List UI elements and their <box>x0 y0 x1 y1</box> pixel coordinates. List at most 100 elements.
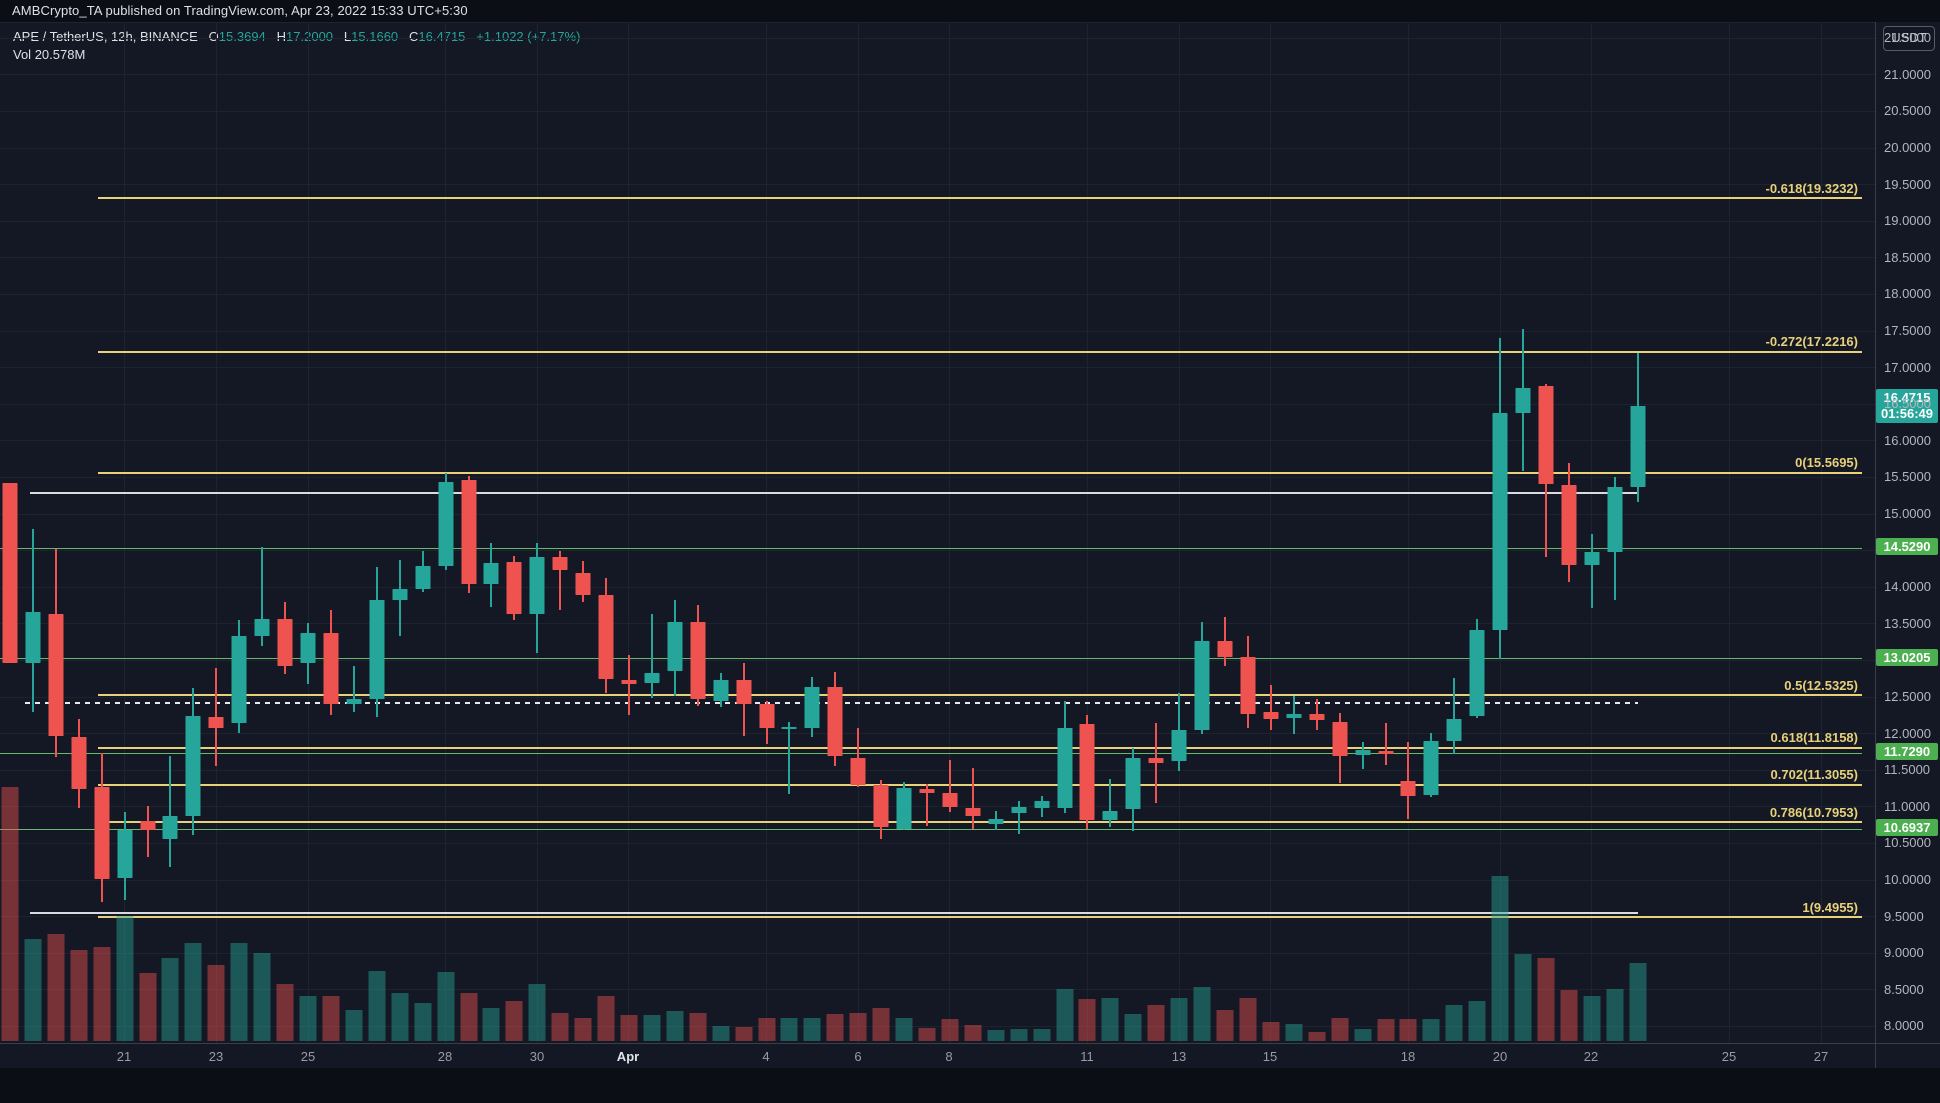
volume-bar <box>1354 1028 1372 1041</box>
grid-line-horizontal <box>0 440 1875 441</box>
candle-body <box>873 784 889 828</box>
volume-bar <box>1560 989 1578 1041</box>
volume-bar <box>414 1003 432 1041</box>
candle-body <box>94 787 110 879</box>
candle-body <box>1378 751 1393 755</box>
candle-body <box>1286 713 1302 719</box>
candle-wick <box>650 614 653 698</box>
green-price-label: 10.6937 <box>1876 819 1938 837</box>
candle-body <box>208 717 224 728</box>
volume-bar <box>918 1028 936 1041</box>
candle-wick <box>352 666 355 712</box>
candle-body <box>919 788 935 793</box>
fib-level-label: 0.786(10.7953) <box>1769 804 1858 820</box>
volume-bar <box>1422 1019 1440 1041</box>
symbol-legend[interactable]: APE / TetherUS, 12h, BINANCE O15.3694 H1… <box>13 29 581 44</box>
volume-bar <box>735 1026 753 1041</box>
candle-body <box>1011 806 1027 814</box>
volume-legend[interactable]: Vol 20.578M <box>13 47 85 62</box>
candle-body <box>117 830 133 878</box>
candle-body <box>1630 406 1646 487</box>
price-axis-label: 16.0000 <box>1884 432 1931 448</box>
volume-bar <box>460 992 477 1041</box>
volume-bar <box>276 984 294 1041</box>
volume-bar <box>1377 1019 1394 1041</box>
candle-body <box>506 562 522 614</box>
volume-bar <box>1514 953 1532 1041</box>
volume-bar <box>482 1008 500 1041</box>
volume-bar <box>230 942 248 1041</box>
volume-bar <box>1239 998 1257 1041</box>
price-axis[interactable] <box>1875 22 1940 1043</box>
volume-bar <box>803 1017 821 1041</box>
time-axis-label: 30 <box>529 1049 545 1064</box>
candle-wick <box>1384 723 1387 766</box>
time-axis[interactable] <box>0 1043 1875 1069</box>
grid-line-horizontal <box>0 477 1875 478</box>
fib-level-label: 0.702(11.3055) <box>1770 767 1858 783</box>
volume-bar <box>1262 1022 1280 1041</box>
candle-body <box>1355 750 1371 755</box>
candle-body <box>759 703 775 728</box>
current-price-value: 16.4715 <box>1883 390 1931 406</box>
candle-wick <box>1453 677 1456 755</box>
volume-bar <box>666 1011 684 1041</box>
price-axis-label: 9.0000 <box>1884 945 1924 961</box>
candle-body <box>392 588 408 600</box>
volume-bar <box>1170 998 1188 1041</box>
candle-body <box>713 680 729 702</box>
candle-body <box>965 807 981 816</box>
time-axis-label: 20 <box>1492 1049 1508 1064</box>
legend-low-label: L <box>343 29 352 44</box>
candle-wick <box>1224 617 1227 666</box>
candle-body <box>415 565 431 589</box>
volume-bar <box>93 946 111 1041</box>
legend-close-value: 16.4715 <box>418 29 466 44</box>
candle-body <box>1171 729 1187 762</box>
volume-bar <box>826 1014 844 1041</box>
candle-body <box>1607 486 1623 553</box>
grid-line-vertical <box>766 22 767 1043</box>
fib-level-label: -0.272(17.2216) <box>1765 334 1858 350</box>
candle-body <box>1102 811 1118 820</box>
volume-bar <box>872 1008 890 1041</box>
candle-body <box>277 618 293 667</box>
chart-pane[interactable] <box>0 22 1875 1044</box>
candle-body <box>736 680 752 705</box>
fib-level-label: 0(15.5695) <box>1795 455 1858 471</box>
candle-wick <box>1017 800 1020 834</box>
candle-body <box>48 613 64 736</box>
candle-body <box>231 636 247 724</box>
time-axis-label: 6 <box>854 1049 862 1064</box>
currency-toggle-button[interactable]: USDT <box>1883 26 1935 51</box>
grid-line-vertical <box>124 22 125 1043</box>
volume-bar <box>895 1017 913 1041</box>
price-axis-label: 11.0000 <box>1884 798 1931 814</box>
price-axis-label: 18.5000 <box>1884 249 1931 265</box>
volume-bar <box>1583 995 1601 1041</box>
legend-open-label: O <box>208 29 219 44</box>
candle-body <box>1125 757 1141 809</box>
candle-body <box>781 727 797 729</box>
candle-body <box>644 672 660 684</box>
grid-line-horizontal <box>0 367 1875 368</box>
grid-line-horizontal <box>0 514 1875 515</box>
current-price-label: 16.4715 01:56:49 <box>1876 389 1938 424</box>
volume-bar <box>1124 1014 1142 1041</box>
volume-label: Vol <box>13 47 32 62</box>
price-axis-label: 13.5000 <box>1884 615 1931 631</box>
legend-open-value: 15.3694 <box>218 29 266 44</box>
volume-bar <box>1308 1031 1326 1041</box>
grid-line-horizontal <box>0 587 1875 588</box>
volume-bar <box>1445 1004 1463 1041</box>
legend-close-label: C <box>409 29 419 44</box>
time-axis-label: 13 <box>1171 1049 1187 1064</box>
candle-body <box>1469 630 1485 717</box>
support-line-green <box>0 658 1862 659</box>
price-axis-label: 21.0000 <box>1884 66 1931 82</box>
grid-line-vertical <box>1270 22 1271 1043</box>
volume-bar <box>116 915 134 1041</box>
volume-bar <box>1606 989 1624 1041</box>
grid-line-vertical <box>537 22 538 1043</box>
volume-bar <box>1629 962 1647 1041</box>
